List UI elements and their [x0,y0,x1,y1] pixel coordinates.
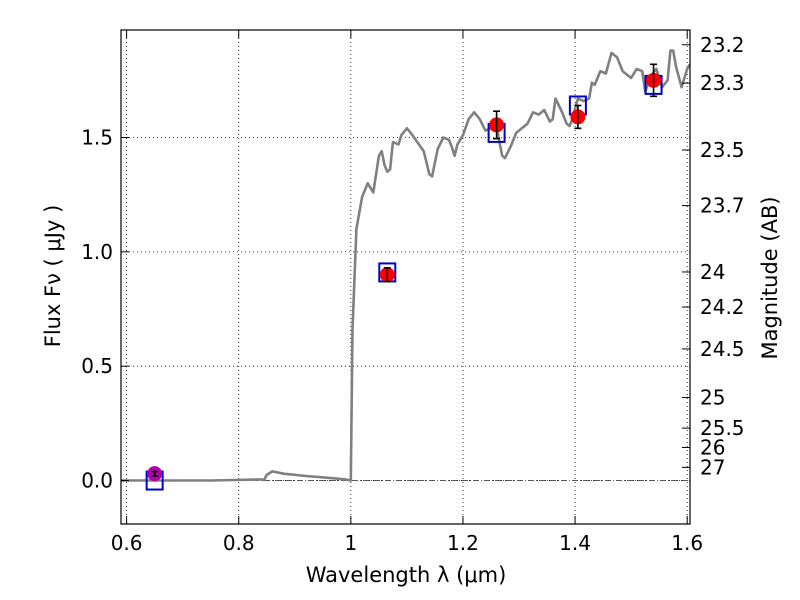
x-tick-label: 0.8 [223,531,255,555]
model-spectrum-line [121,49,690,482]
axis-ticks [121,30,690,524]
x-tick-label: 1.2 [447,531,479,555]
magnitude-tick-label: 24.2 [700,295,745,319]
gridlines [121,30,690,524]
magnitude-axis-label: Magnitude (AB) [758,196,782,359]
tick-labels: 0.6 0.8 1 1.2 1.4 1.6 0.0 0.5 1.0 1.5 23.2 23.3 23.5… [81,33,744,555]
x-tick-label: 1 [344,531,357,555]
y-tick-label: 1.5 [81,125,113,149]
y-tick-label: 1.0 [81,240,113,264]
y-tick-label: 0.5 [81,354,113,378]
x-tick-label: 0.6 [111,531,143,555]
model-spectrum [121,49,690,482]
data-points [145,63,663,491]
magnitude-tick-label: 23.5 [700,138,745,162]
magnitude-tick-label: 23.2 [700,33,745,57]
magnitude-tick-label: 24 [700,260,725,284]
y-axis-label: Flux Fν ( μJy ) [41,205,65,348]
y-tick-label: 0.0 [81,469,113,493]
magnitude-tick-label: 27 [700,455,725,479]
magnitude-tick-label: 23.7 [700,194,745,218]
magnitude-tick-label: 25.5 [700,416,745,440]
x-tick-label: 1.4 [559,531,591,555]
magnitude-tick-label: 26 [700,435,725,459]
magnitude-tick-label: 25 [700,386,725,410]
magnitude-tick-label: 24.5 [700,337,745,361]
plot-frame [120,29,691,525]
x-tick-label: 1.6 [671,531,703,555]
x-axis-label: Wavelength λ (μm) [306,563,507,587]
magnitude-tick-label: 23.3 [700,71,745,95]
